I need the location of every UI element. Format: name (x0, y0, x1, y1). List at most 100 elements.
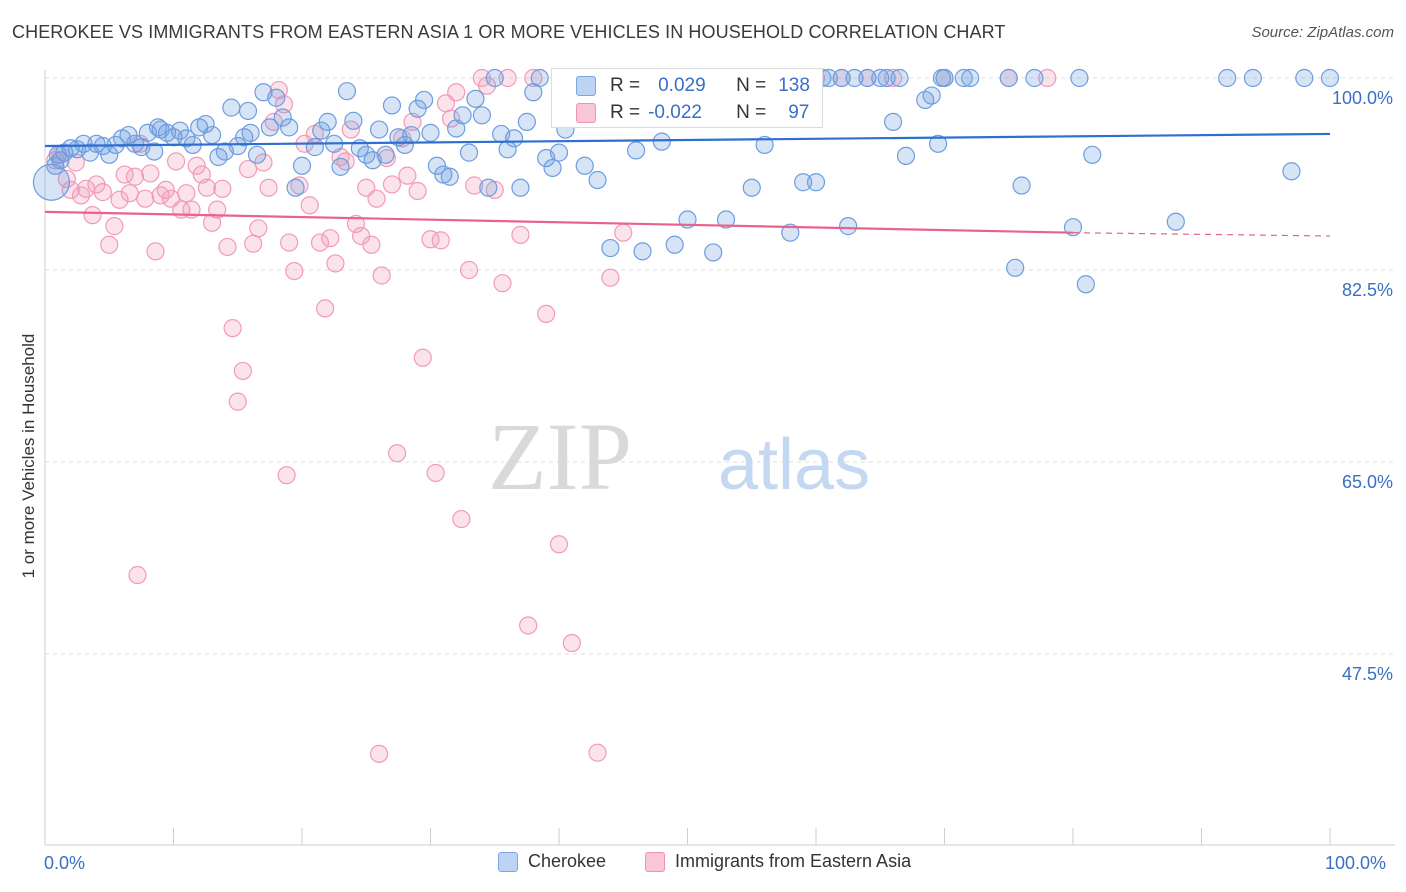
data-point-cherokee (331, 157, 350, 176)
data-point-cherokee (1320, 68, 1340, 88)
data-point-cherokee (932, 68, 952, 88)
watermark-atlas: atlas (718, 425, 870, 505)
y-tick-label: 82.5% (1342, 280, 1393, 300)
data-point-cherokee (459, 143, 479, 162)
data-point-cherokee (1012, 176, 1031, 195)
stats-legend: R = 0.029 N = 138 R = -0.022 N = 97 (551, 68, 823, 128)
data-point-immigrants (316, 299, 335, 318)
data-point-cherokee (344, 111, 363, 130)
stats-row-cherokee: R = 0.029 N = 138 (576, 73, 810, 99)
data-point-immigrants (285, 261, 304, 281)
data-point-immigrants (426, 463, 445, 483)
data-point-immigrants (459, 260, 479, 280)
data-point-cherokee (961, 68, 980, 88)
data-point-cherokee (1025, 68, 1044, 88)
r-value: 0.029 (658, 75, 706, 96)
data-point-immigrants (549, 535, 569, 554)
data-point-cherokee (440, 167, 459, 186)
data-point-cherokee (530, 68, 549, 88)
data-point-immigrants (57, 169, 76, 189)
data-point-cherokee (1006, 258, 1025, 277)
data-point-cherokee (794, 173, 813, 192)
data-point-immigrants (146, 242, 165, 261)
data-point-cherokee (858, 68, 877, 88)
data-point-cherokee (601, 238, 620, 258)
n-label: N = (736, 102, 767, 123)
data-point-cherokee (466, 89, 485, 108)
data-point-cherokee (665, 235, 684, 254)
bottom-legend: Cherokee Immigrants from Eastern Asia (0, 851, 1406, 877)
data-point-immigrants (125, 167, 145, 186)
data-point-cherokee (1083, 145, 1102, 164)
data-point-immigrants (110, 190, 129, 209)
data-point-cherokee (626, 141, 646, 160)
data-point-cherokee (337, 82, 357, 101)
data-point-cherokee (588, 170, 607, 190)
data-point-immigrants (259, 178, 278, 197)
legend-item-immigrants[interactable]: Immigrants from Eastern Asia (645, 851, 911, 872)
data-point-cherokee (1076, 275, 1095, 294)
data-point-immigrants (280, 233, 299, 252)
n-value: 97 (788, 102, 810, 123)
r-label: R = (610, 75, 641, 96)
data-point-immigrants (336, 152, 355, 171)
data-point-immigrants (213, 179, 232, 198)
data-point-cherokee (395, 135, 414, 155)
data-point-immigrants (493, 274, 512, 293)
data-point-immigrants (233, 361, 252, 381)
trend-line-cherokee (44, 132, 1331, 148)
data-point-cherokee (543, 158, 562, 178)
y-tick-label: 65.0% (1342, 472, 1393, 492)
data-point-immigrants (166, 152, 186, 171)
data-point-cherokee (755, 135, 774, 155)
y-tick-labels: 100.0% 82.5% 65.0% 47.5% (1332, 88, 1393, 684)
data-point-cherokee (504, 129, 524, 148)
legend-item-cherokee[interactable]: Cherokee (498, 851, 606, 872)
data-point-immigrants (151, 186, 170, 205)
data-point-cherokee (1070, 68, 1089, 88)
data-point-cherokee (238, 101, 258, 121)
data-point-cherokee (414, 90, 434, 110)
data-point-cherokee (781, 223, 800, 242)
data-point-cherokee (1282, 162, 1301, 181)
data-point-immigrants (465, 176, 484, 195)
data-point-cherokee (286, 178, 305, 197)
data-point-cherokee (839, 217, 858, 236)
data-point-immigrants (244, 234, 263, 253)
y-tick-label: 47.5% (1342, 664, 1393, 684)
data-point-cherokee (273, 108, 292, 127)
data-point-immigrants (136, 189, 155, 208)
data-point-cherokee (742, 178, 761, 197)
immigrants-swatch (576, 103, 596, 123)
data-point-cherokee (318, 112, 337, 131)
data-point-immigrants (431, 231, 450, 250)
data-point-immigrants (498, 68, 517, 88)
legend-label-cherokee: Cherokee (528, 851, 607, 871)
data-point-cherokee (517, 112, 536, 131)
data-point-cherokee (267, 88, 286, 107)
data-point-immigrants (382, 175, 402, 194)
data-point-immigrants (197, 178, 217, 197)
data-point-immigrants (66, 153, 85, 172)
data-point-immigrants (321, 229, 340, 248)
data-point-immigrants (372, 266, 391, 285)
data-point-immigrants (601, 268, 620, 287)
data-point-immigrants (120, 184, 139, 203)
data-point-immigrants (223, 319, 242, 338)
chart-source: Source: ZipAtlas.com (1251, 24, 1394, 41)
data-point-immigrants (883, 68, 903, 88)
data-point-cherokee (305, 138, 324, 157)
data-point-immigrants (93, 183, 112, 202)
data-point-immigrants (362, 235, 381, 254)
data-point-immigrants (346, 214, 366, 234)
cherokee-swatch (498, 851, 518, 872)
data-point-cherokee (704, 243, 723, 262)
data-point-immigrants (326, 254, 345, 273)
data-point-immigrants (370, 744, 389, 763)
r-label: R = (610, 102, 641, 123)
data-point-immigrants (228, 392, 247, 411)
data-point-immigrants (519, 616, 538, 635)
data-point-cherokee (1295, 68, 1314, 88)
r-value: -0.022 (648, 102, 702, 123)
